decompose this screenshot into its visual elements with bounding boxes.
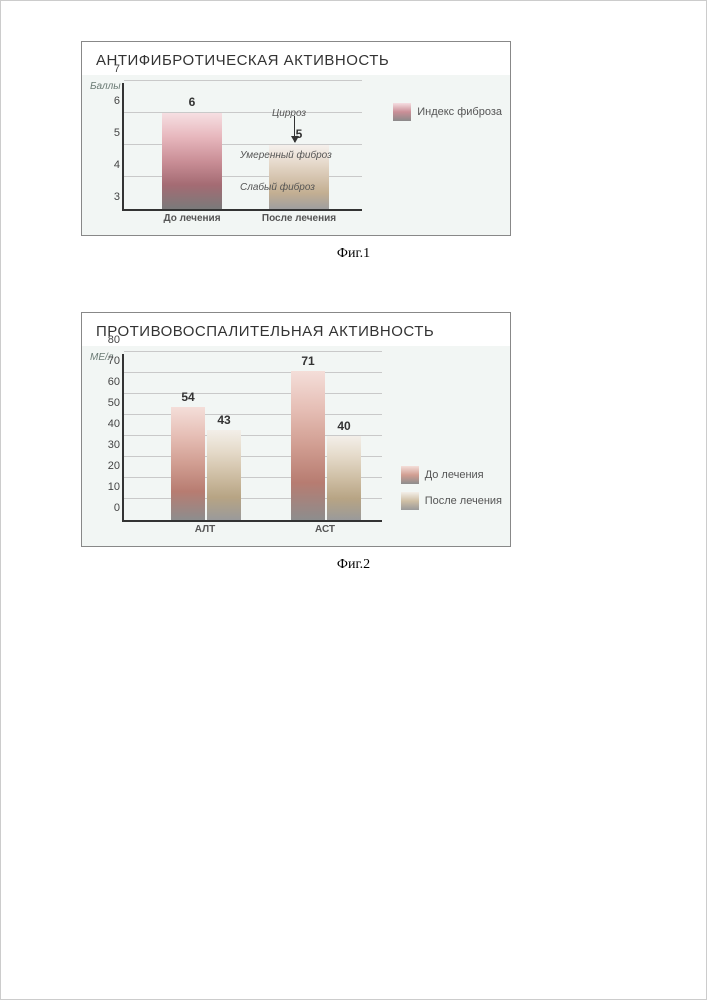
gridline bbox=[124, 80, 362, 81]
fig1-caption: Фиг.1 bbox=[81, 246, 626, 262]
bar bbox=[171, 407, 205, 520]
gridline bbox=[124, 351, 382, 352]
bar-value-label: 40 bbox=[324, 419, 364, 433]
bar bbox=[207, 430, 241, 520]
legend-item: Индекс фиброза bbox=[393, 103, 502, 121]
bar-value-label: 6 bbox=[172, 95, 212, 109]
bar bbox=[327, 436, 361, 520]
legend-item: До лечения bbox=[401, 466, 502, 484]
y-tick: 70 bbox=[98, 355, 120, 367]
figure-2: ПРОТИВОВОСПАЛИТЕЛЬНАЯ АКТИВНОСТЬ МЕ/л 01… bbox=[81, 312, 626, 573]
fig1-legend: Индекс фиброза bbox=[393, 103, 502, 129]
fig1-title: АНТИФИБРОТИЧЕСКАЯ АКТИВНОСТЬ bbox=[82, 42, 510, 75]
fig2-plot: 010203040506070805443АЛТ7140АСТ bbox=[122, 354, 382, 522]
fig2-caption: Фиг.2 bbox=[81, 557, 626, 573]
gridline bbox=[124, 372, 382, 373]
annotation: Умеренный фиброз bbox=[240, 150, 332, 161]
y-tick: 20 bbox=[98, 460, 120, 472]
bar bbox=[291, 371, 325, 520]
legend-swatch bbox=[393, 103, 411, 121]
annotation: Слабый фиброз bbox=[240, 182, 315, 193]
bar-value-label: 5 bbox=[279, 127, 319, 141]
gridline bbox=[124, 414, 382, 415]
legend-label: До лечения bbox=[425, 469, 484, 481]
fig1-body: Баллы 3456765До леченияПосле леченияЦирр… bbox=[82, 75, 510, 235]
fig2-legend: До лечения После лечения bbox=[401, 466, 502, 518]
legend-swatch bbox=[401, 466, 419, 484]
bar bbox=[162, 113, 222, 209]
y-tick: 80 bbox=[98, 334, 120, 346]
x-category-label: АСТ bbox=[315, 520, 335, 535]
fig1-y-label: Баллы bbox=[90, 81, 121, 92]
legend-swatch bbox=[401, 492, 419, 510]
fig2-title: ПРОТИВОВОСПАЛИТЕЛЬНАЯ АКТИВНОСТЬ bbox=[82, 313, 510, 346]
figure-1: АНТИФИБРОТИЧЕСКАЯ АКТИВНОСТЬ Баллы 3 4 5 6 7… bbox=[81, 41, 626, 262]
bar-value-label: 43 bbox=[204, 413, 244, 427]
legend-label: После лечения bbox=[425, 495, 502, 507]
y-tick: 50 bbox=[98, 397, 120, 409]
gridline bbox=[124, 112, 362, 113]
y-tick: 10 bbox=[98, 481, 120, 493]
y-tick: 7 bbox=[98, 63, 120, 75]
annotation: Цирроз bbox=[272, 108, 306, 119]
y-tick: 6 bbox=[98, 95, 120, 107]
bar-value-label: 71 bbox=[288, 354, 328, 368]
x-category-label: После лечения bbox=[262, 209, 336, 224]
y-tick: 0 bbox=[98, 502, 120, 514]
gridline bbox=[124, 393, 382, 394]
y-tick: 5 bbox=[98, 127, 120, 139]
x-category-label: До лечения bbox=[163, 209, 220, 224]
bar-value-label: 54 bbox=[168, 390, 208, 404]
fig2-panel: ПРОТИВОВОСПАЛИТЕЛЬНАЯ АКТИВНОСТЬ МЕ/л 01… bbox=[81, 312, 511, 547]
y-tick: 3 bbox=[98, 191, 120, 203]
fig1-plot: 3456765До леченияПосле леченияЦиррозУмер… bbox=[122, 83, 362, 211]
arrow-icon bbox=[294, 116, 295, 142]
x-category-label: АЛТ bbox=[195, 520, 215, 535]
legend-label: Индекс фиброза bbox=[417, 106, 502, 118]
legend-item: После лечения bbox=[401, 492, 502, 510]
y-tick: 60 bbox=[98, 376, 120, 388]
fig1-panel: АНТИФИБРОТИЧЕСКАЯ АКТИВНОСТЬ Баллы 3 4 5 6 7… bbox=[81, 41, 511, 236]
y-tick: 40 bbox=[98, 418, 120, 430]
y-tick: 4 bbox=[98, 159, 120, 171]
y-tick: 30 bbox=[98, 439, 120, 451]
fig2-body: МЕ/л 010203040506070805443АЛТ7140АСТ До … bbox=[82, 346, 510, 546]
